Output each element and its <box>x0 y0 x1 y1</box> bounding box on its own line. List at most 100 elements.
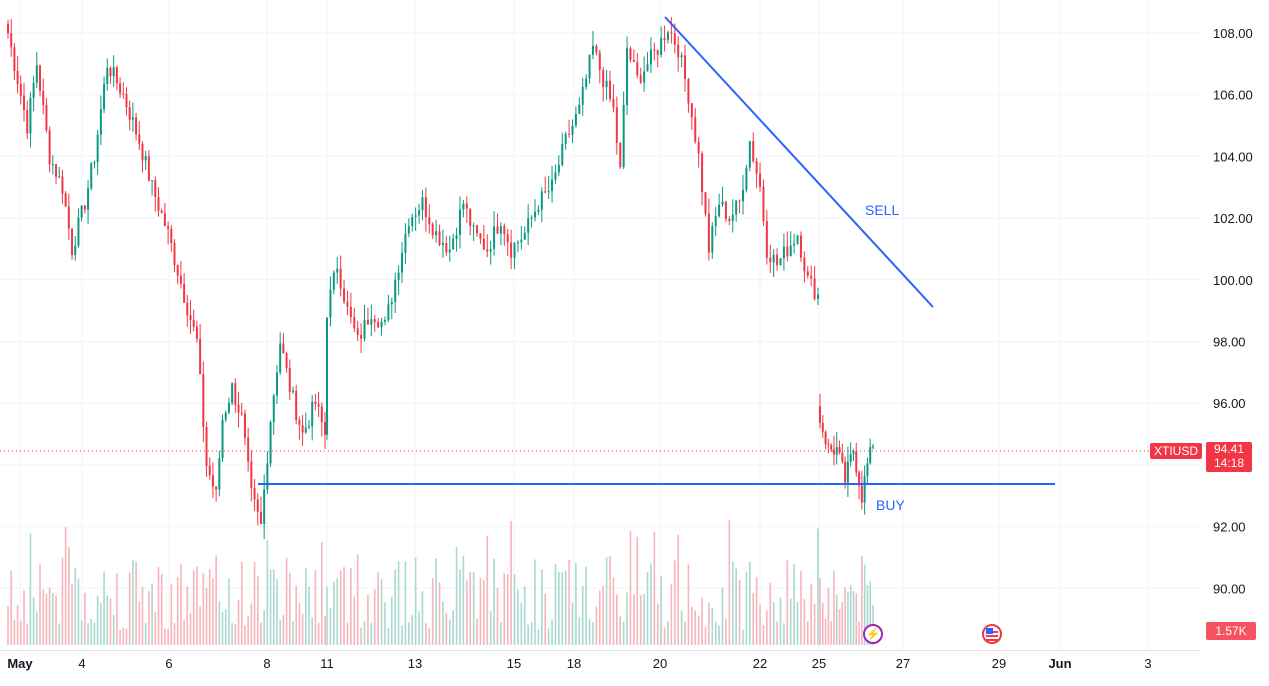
candle-body <box>472 225 475 227</box>
volume-bar <box>855 593 858 645</box>
volume-bar <box>231 622 233 645</box>
candle-body <box>799 235 802 258</box>
candle-body <box>363 319 366 339</box>
chart-grid <box>0 0 1200 650</box>
candle-body <box>227 402 230 413</box>
volume-bar <box>13 620 16 645</box>
volume-bar <box>762 625 765 645</box>
volume-bar <box>578 617 581 645</box>
volume-bar <box>263 610 265 645</box>
volume-bar <box>817 528 819 645</box>
volume-bar <box>394 569 396 645</box>
volume-bar <box>61 557 64 645</box>
candle-body <box>615 107 618 143</box>
volume-bar <box>869 581 872 645</box>
candle-body <box>263 489 266 525</box>
candle-body <box>776 254 779 266</box>
candle-body <box>373 319 376 323</box>
candle-body <box>122 93 125 95</box>
candle-body <box>455 234 458 239</box>
candle-body <box>58 176 61 178</box>
candle-body <box>74 245 77 255</box>
volume-bar <box>144 623 147 645</box>
candle-body <box>632 59 635 62</box>
volume-bar <box>677 534 680 645</box>
candle-body <box>687 79 690 104</box>
volume-bar <box>266 540 269 645</box>
candle-body <box>7 23 9 34</box>
candle-body <box>103 83 106 110</box>
candle-body <box>407 226 410 234</box>
volume-bar <box>704 627 707 645</box>
time-tick-label: 3 <box>1144 656 1151 671</box>
candle-body <box>769 257 772 263</box>
candle-body <box>87 188 90 210</box>
lightning-icon[interactable]: ⚡ <box>863 624 883 644</box>
time-tick-label: 18 <box>567 656 581 671</box>
volume-bar <box>324 616 326 645</box>
candle-body <box>844 461 847 483</box>
candle-body <box>755 161 758 174</box>
volume-bar <box>772 601 775 645</box>
candle-body <box>520 239 523 243</box>
candle-body <box>813 278 816 299</box>
volume-bar <box>411 615 414 645</box>
candle-body <box>626 48 629 105</box>
volume-bar <box>353 596 356 645</box>
candle-body <box>523 232 526 240</box>
candle-body <box>574 114 577 126</box>
candle-body <box>643 71 646 83</box>
volume-bar <box>605 557 608 645</box>
candle-body <box>503 226 506 235</box>
candle-body <box>202 374 205 428</box>
volume-bar <box>755 577 758 645</box>
volume-bar <box>448 619 451 645</box>
volume-bar <box>534 559 536 645</box>
volume-bar <box>77 578 80 645</box>
volume-bar <box>7 605 9 645</box>
volume-bar <box>483 579 485 645</box>
time-tick-label: 29 <box>992 656 1006 671</box>
volume-bar <box>425 623 427 645</box>
candle-body <box>595 45 598 53</box>
candle-body <box>234 383 237 405</box>
candle-body <box>752 141 755 162</box>
us-flag-icon[interactable] <box>982 624 1002 644</box>
volume-bar <box>45 593 48 645</box>
volume-bar <box>397 561 400 645</box>
candle-body <box>663 37 666 41</box>
volume-bar <box>452 610 454 645</box>
candle-body <box>301 425 304 433</box>
candle-body <box>259 511 262 525</box>
candle-body <box>438 231 441 246</box>
volume-bar <box>852 590 855 645</box>
volume-bar <box>234 624 237 645</box>
candle-body <box>452 238 455 250</box>
candle-body <box>445 243 448 253</box>
candle-body <box>272 395 275 422</box>
candle-body <box>383 319 386 322</box>
candle-body <box>253 487 256 500</box>
candle-body <box>469 208 472 227</box>
symbol-tag: XTIUSD <box>1150 443 1203 459</box>
candle-body <box>218 458 221 490</box>
volume-bar <box>128 572 131 645</box>
volume-bar <box>863 564 866 645</box>
volume-bar <box>527 624 529 645</box>
candle-body <box>346 301 349 307</box>
candle-body <box>147 156 150 181</box>
volume-bar <box>510 521 512 645</box>
volume-bar <box>513 574 516 645</box>
candle-body <box>782 246 785 259</box>
volume-bar <box>317 622 320 645</box>
volume-bar <box>459 569 461 645</box>
volume-bar <box>148 591 150 645</box>
candle-body <box>170 228 173 244</box>
candle-body <box>16 70 19 85</box>
volume-bar <box>738 580 741 645</box>
candle-body <box>192 319 195 327</box>
candle-body <box>540 191 543 210</box>
candle-body <box>602 70 605 88</box>
candle-body <box>796 235 799 244</box>
